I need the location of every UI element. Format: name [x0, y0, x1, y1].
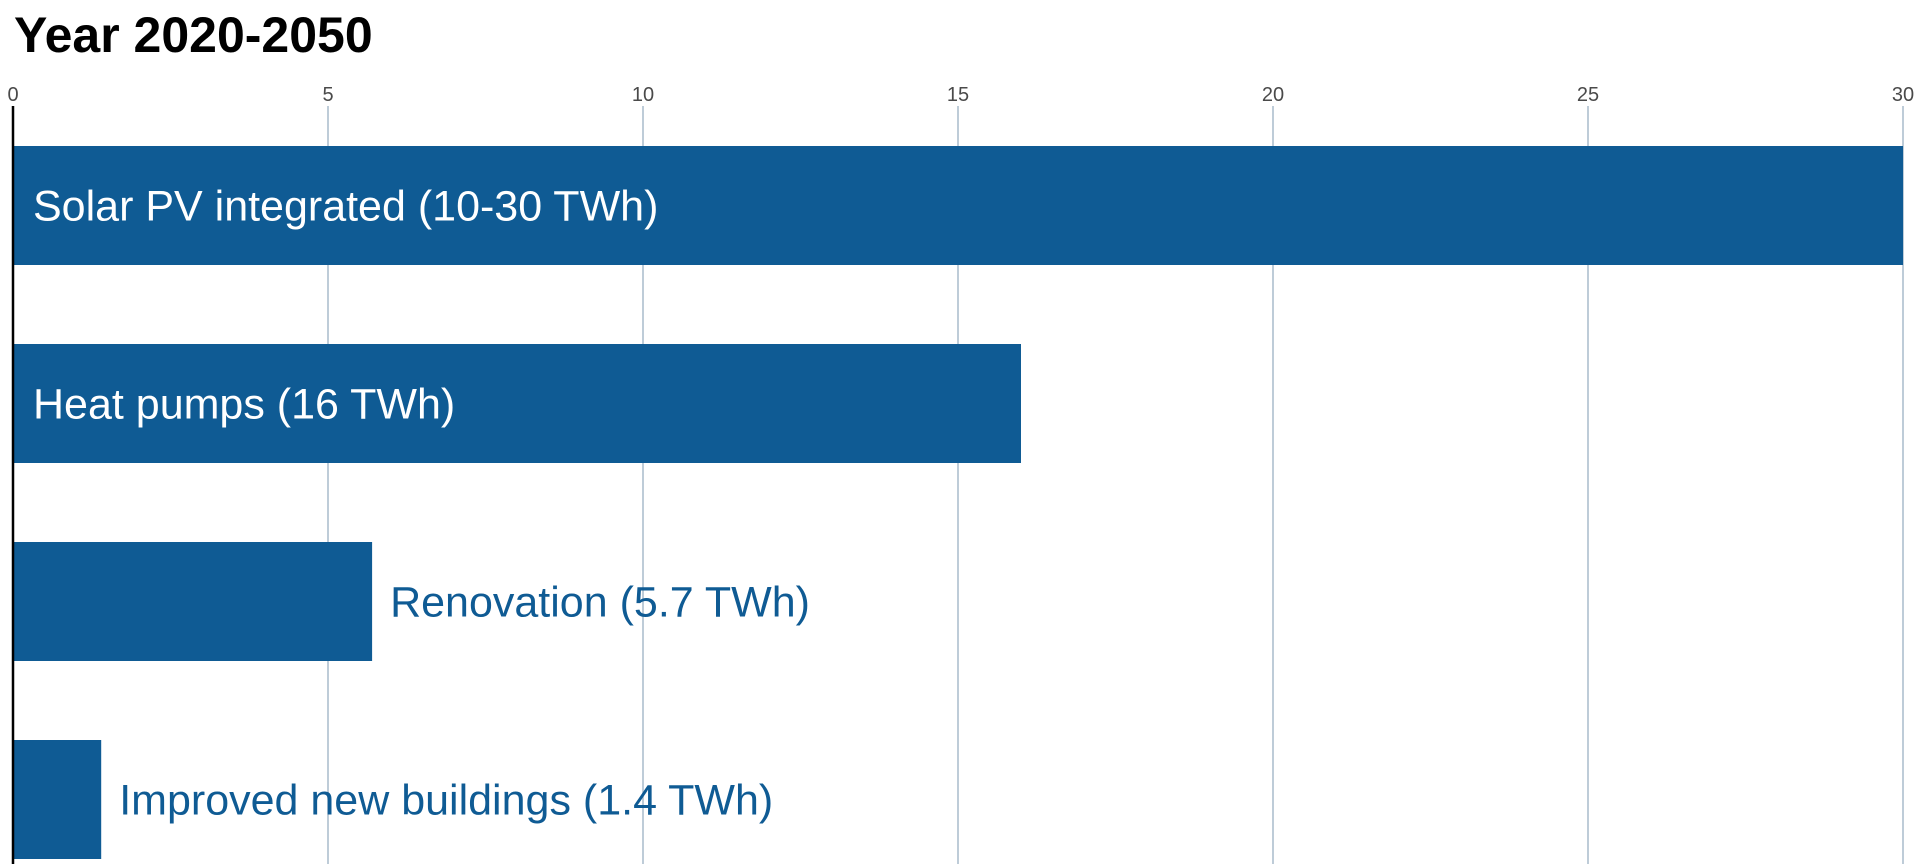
x-tick-label: 15 — [947, 84, 969, 106]
bar-1 — [13, 146, 1903, 265]
bars: Solar PV integrated (10-30 TWh) Heat pump… — [13, 146, 1903, 859]
bar-label-3: Renovation (5.7 TWh) — [390, 579, 810, 627]
bar-2 — [13, 344, 1021, 463]
bar-label-1: Solar PV integrated (10-30 TWh) — [33, 183, 658, 231]
bar-4 — [13, 740, 102, 859]
x-tick-label: 10 — [632, 84, 654, 106]
x-tick-label: 0 — [7, 84, 18, 106]
bar-label-4: Improved new buildings (1.4 TWh) — [119, 777, 773, 825]
x-tick-label: 5 — [322, 84, 333, 106]
x-tick-label: 20 — [1262, 84, 1284, 106]
x-tick-label: 30 — [1892, 84, 1914, 106]
bar-3 — [13, 542, 373, 661]
x-axis-ticks: 0 5 10 15 20 25 30 — [7, 84, 1914, 106]
chart-title: Year 2020-2050 — [14, 7, 373, 63]
x-tick-label: 25 — [1577, 84, 1599, 106]
bar-label-2: Heat pumps (16 TWh) — [33, 381, 455, 429]
